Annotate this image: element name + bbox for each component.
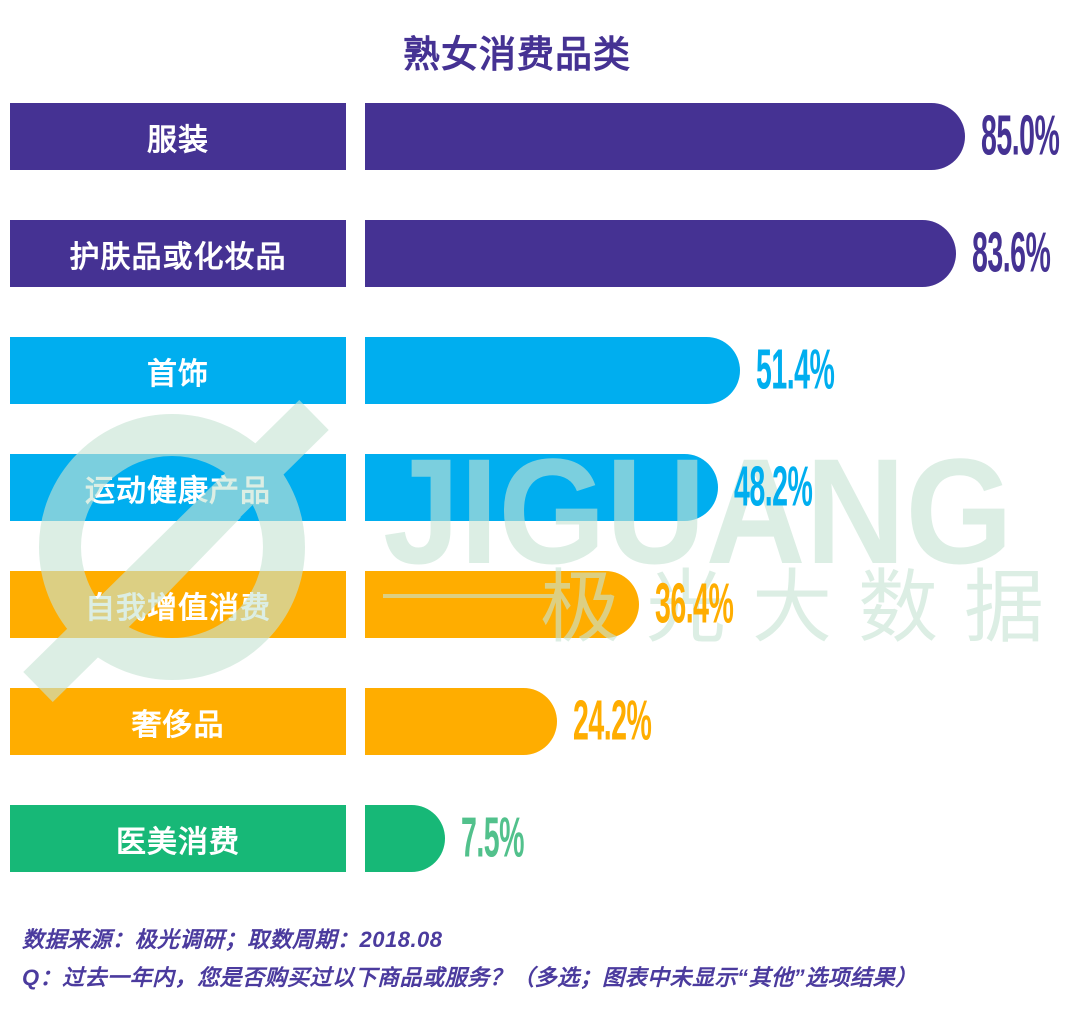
- bar-track: 83.6%: [365, 220, 1075, 287]
- bar: [365, 220, 956, 287]
- bar-row: 自我增值消费 36.4%: [10, 571, 1075, 638]
- category-label: 护肤品或化妆品: [10, 220, 346, 287]
- bar-track: 85.0%: [365, 103, 1075, 170]
- bar-track: 36.4%: [365, 571, 1075, 638]
- bar: [365, 805, 446, 872]
- value-label: 48.2%: [734, 454, 813, 519]
- bar: [365, 454, 719, 521]
- category-label: 运动健康产品: [10, 454, 346, 521]
- bar-track: 7.5%: [365, 805, 1075, 872]
- category-label: 医美消费: [10, 805, 346, 872]
- bar: [365, 337, 740, 404]
- source-note: 数据来源：极光调研；取数周期：2018.08: [22, 927, 443, 952]
- category-label: 服装: [10, 103, 346, 170]
- bar: [365, 571, 640, 638]
- bar-row: 护肤品或化妆品 83.6%: [10, 220, 1075, 287]
- chart-title: 熟女消费品类: [403, 34, 631, 75]
- bar: [365, 103, 965, 170]
- value-label: 36.4%: [655, 571, 734, 636]
- bar-row: 首饰 51.4%: [10, 337, 1075, 404]
- bar-row: 运动健康产品 48.2%: [10, 454, 1075, 521]
- value-label: 7.5%: [461, 805, 525, 870]
- bar-track: 51.4%: [365, 337, 1075, 404]
- bar: [365, 688, 558, 755]
- value-label: 51.4%: [755, 337, 835, 402]
- category-label: 奢侈品: [10, 688, 346, 755]
- category-label: 首饰: [10, 337, 346, 404]
- bar-track: 48.2%: [365, 454, 1075, 521]
- bar-row: 服装 85.0%: [10, 103, 1075, 170]
- question-note: Q：过去一年内，您是否购买过以下商品或服务？（多选；图表中未显示“其他”选项结果…: [22, 965, 918, 990]
- bar-row: 医美消费 7.5%: [10, 805, 1075, 872]
- bar-row: 奢侈品 24.2%: [10, 688, 1075, 755]
- value-label: 83.6%: [971, 220, 1051, 285]
- value-label: 24.2%: [573, 688, 652, 753]
- category-label: 自我增值消费: [10, 571, 346, 638]
- value-label: 85.0%: [981, 103, 1060, 168]
- bar-chart: 服装 85.0% 护肤品或化妆品 83.6% 首饰 51.4% 运动健康产品 4…: [10, 103, 1075, 922]
- bar-track: 24.2%: [365, 688, 1075, 755]
